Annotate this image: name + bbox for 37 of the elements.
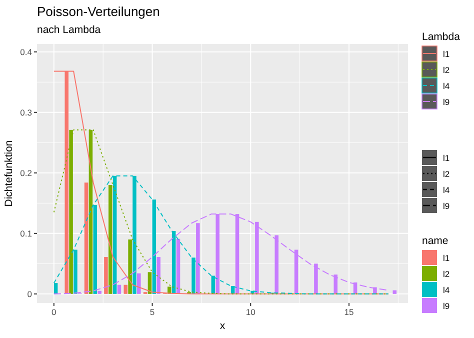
legend-label: l1 (443, 253, 450, 263)
y-axis-title: Dichtefunktion (3, 140, 15, 207)
bar (84, 182, 88, 294)
legend-label: l9 (443, 301, 450, 311)
text: l2 (443, 169, 450, 179)
bar (117, 284, 122, 294)
bar (176, 238, 180, 294)
legend-label: l2 (443, 65, 450, 75)
x-tick-label: 15 (344, 307, 354, 317)
line-series (53, 214, 389, 294)
y-tick-label: 0.3 (20, 107, 32, 118)
y-tick-label: 0.1 (20, 228, 32, 238)
line-series (53, 70, 389, 294)
y-tick-label: 0 (27, 288, 32, 299)
text: l1 (443, 153, 450, 163)
bar (156, 257, 160, 294)
x-tick-label: 0 (52, 307, 57, 317)
legend-label: l4 (443, 285, 450, 295)
text: l4 (443, 185, 450, 195)
chart-title: Poisson-Verteilungen (37, 4, 160, 19)
legend-label: l1 (443, 49, 450, 59)
x-axis-title: x (220, 320, 226, 332)
chart-subtitle: nach Lambda (37, 24, 101, 36)
bar (104, 257, 108, 294)
line-series (53, 175, 389, 294)
legend-label: l9 (443, 97, 450, 107)
x-tick-label: 5 (150, 307, 155, 317)
text: Lambda (422, 31, 460, 43)
legend-label: l4 (443, 81, 450, 91)
legend-label: l2 (443, 269, 450, 279)
y-tick-label: 0.4 (20, 46, 32, 57)
bar (137, 273, 141, 294)
legend-title: name (422, 235, 448, 247)
bar (124, 284, 128, 294)
y-tick-label: 0.2 (20, 168, 32, 178)
x-tick-label: 10 (246, 307, 256, 317)
text: l9 (443, 201, 450, 211)
